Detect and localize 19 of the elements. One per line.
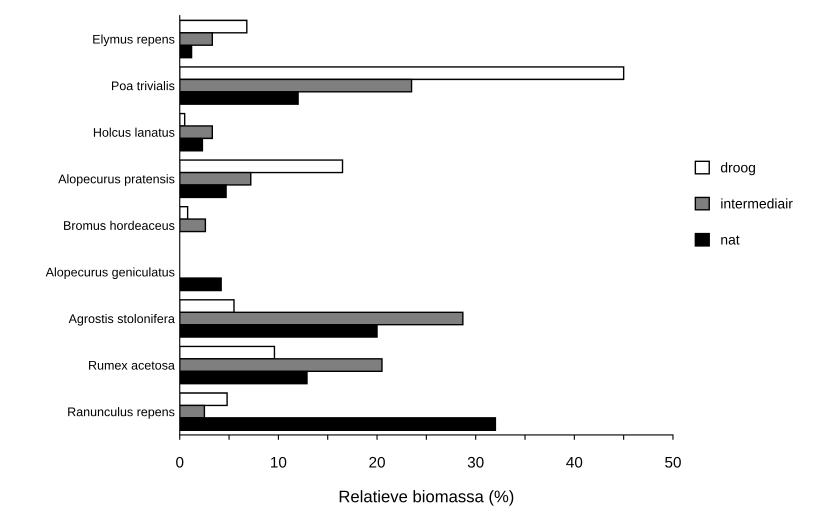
legend-label: intermediair	[721, 198, 793, 209]
x-tick-label: 40	[566, 456, 582, 468]
x-axis-title: Relatieve biomassa (%)	[340, 490, 514, 506]
x-tick-label: 10	[271, 456, 286, 468]
y-tick-label: Alopecurus pratensis	[58, 174, 174, 186]
x-tick-label: 20	[369, 456, 385, 468]
y-tick-label: Ranunculus repens	[68, 407, 174, 419]
y-tick-label: Rumex acetosa	[89, 360, 175, 370]
y-tick-label: Alopecurus geniculatus	[46, 267, 174, 280]
y-tick-label: Bromus hordeaceus	[64, 220, 174, 230]
legend-label: droog	[720, 162, 755, 176]
y-tick-label: Holcus lanatus	[94, 128, 174, 137]
x-tick-label: 30	[468, 456, 484, 468]
y-tick-label: Poa trivialis	[112, 81, 174, 90]
y-tick-label: Elymus repens	[93, 34, 174, 46]
legend-label: nat	[721, 236, 740, 245]
x-tick-label: 50	[665, 456, 681, 468]
y-tick-label: Agrostis stolonifera	[68, 314, 175, 326]
x-tick-label: 0	[176, 456, 184, 468]
